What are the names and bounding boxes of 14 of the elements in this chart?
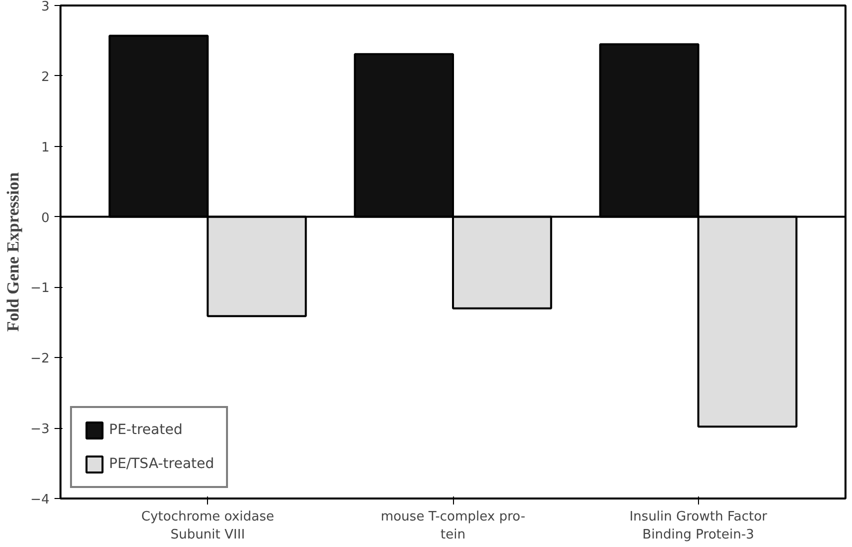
x-tick-label: mouse T-complex pro- tein bbox=[380, 510, 526, 542]
y-tick-label: 1 bbox=[41, 140, 50, 156]
y-tick-label: 2 bbox=[41, 70, 50, 85]
y-axis-title: Fold Gene Expression bbox=[3, 172, 22, 332]
y-tick-label: −1 bbox=[30, 281, 50, 296]
x-tick-label: Cytochrome oxidase Subunit VIII bbox=[141, 510, 274, 542]
y-tick-label: 0 bbox=[41, 210, 50, 226]
y-tick-label: −3 bbox=[30, 422, 50, 438]
legend-label: PE/TSA-treated bbox=[109, 456, 214, 472]
x-tick-label: Insulin Growth Factor Binding Protein-3 bbox=[629, 510, 768, 542]
y-tick-label: −2 bbox=[30, 352, 50, 367]
y-tick-label: −4 bbox=[30, 492, 50, 508]
legend-label: PE-treated bbox=[109, 422, 182, 438]
y-tick-label: 3 bbox=[41, 0, 50, 14]
